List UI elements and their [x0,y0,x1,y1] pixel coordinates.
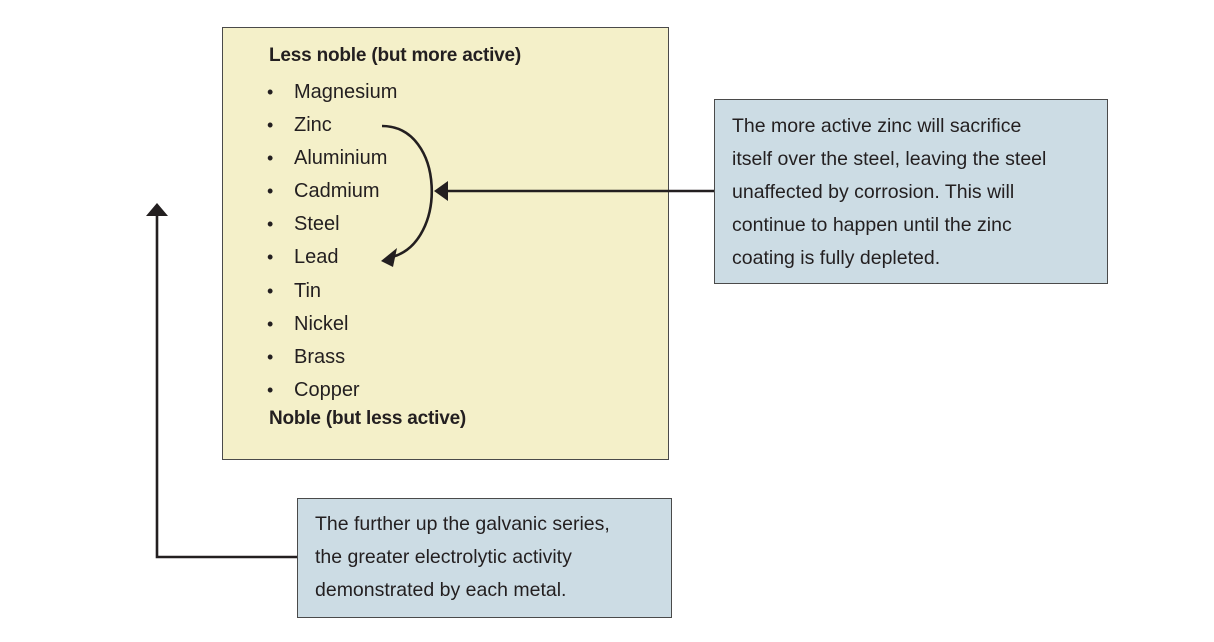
bullet-icon: • [267,313,274,334]
metal-label: Lead [294,246,339,269]
metal-label: Copper [294,378,360,401]
metal-item-tin: • Tin [267,276,397,309]
metal-item-magnesium: • Magnesium [267,77,397,110]
metal-label: Tin [294,279,322,302]
metal-item-brass: • Brass [267,342,397,375]
metal-item-copper: • Copper [267,375,397,408]
callout-line: demonstrated by each metal. [315,579,567,601]
less-noble-heading: Less noble (but more active) [269,45,522,66]
metal-label: Zinc [294,114,332,137]
bullet-icon: • [267,82,274,102]
callout-line: coating is fully depleted. [732,247,941,269]
zinc-sacrifice-callout: The more active zinc will sacrifice itse… [714,99,1108,284]
metal-item-aluminium: • Aluminium [267,143,397,176]
metal-label: Steel [294,213,340,236]
bullet-icon: • [267,214,274,235]
metal-label: Magnesium [294,81,398,103]
metal-item-zinc: • Zinc [267,110,397,143]
up-arrowhead [146,203,168,216]
callout-line: continue to happen until the zinc [732,214,1012,236]
callout-line: the greater electrolytic activity [315,546,572,568]
bullet-icon: • [267,379,274,400]
bullet-icon: • [267,247,274,268]
metal-label: Nickel [294,312,349,335]
bullet-icon: • [267,280,274,301]
metal-item-cadmium: • Cadmium [267,176,397,209]
callout-line: The more active zinc will sacrifice [732,115,1022,137]
galvanic-series-box: Less noble (but more active) • Magnesium … [222,27,669,460]
metal-label: Cadmium [294,180,380,203]
galvanic-activity-callout: The further up the galvanic series, the … [297,498,672,618]
metal-item-steel: • Steel [267,209,397,242]
bullet-icon: • [267,181,274,202]
metal-label: Brass [294,345,346,368]
metal-item-nickel: • Nickel [267,309,397,342]
bullet-icon: • [267,148,274,169]
metal-label: Aluminium [294,147,388,170]
metal-item-lead: • Lead [267,242,397,275]
noble-heading: Noble (but less active) [269,408,467,429]
bullet-icon: • [267,346,274,367]
callout-line: unaffected by corrosion. This will [732,181,1015,203]
callout-line: itself over the steel, leaving the steel [732,148,1047,170]
bullet-icon: • [267,115,274,136]
callout-line: The further up the galvanic series, [315,513,610,535]
metal-list: • Magnesium • Zinc • Aluminium • Cadmium • St… [267,77,397,408]
